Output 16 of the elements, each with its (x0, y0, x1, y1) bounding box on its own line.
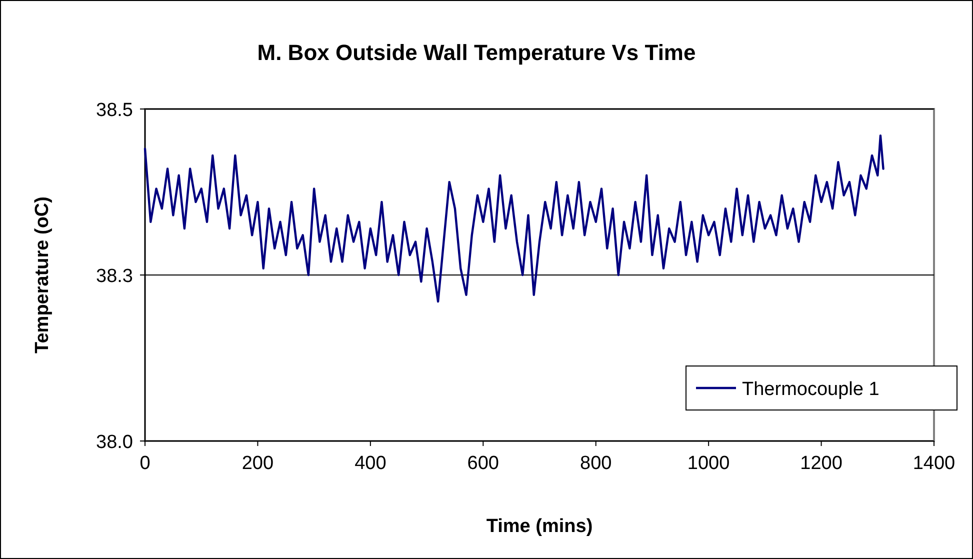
y-axis-title: Temperature (oC) (32, 196, 53, 354)
line-series (144, 134, 884, 303)
x-tick-label: 600 (467, 453, 499, 474)
y-tick-label: 38.0 (96, 432, 133, 453)
x-tick-label: 1200 (800, 453, 842, 474)
legend-label: Thermocouple 1 (742, 379, 880, 400)
x-tick-label: 0 (140, 453, 150, 474)
x-tick-label: 1000 (687, 453, 730, 474)
y-tick-label: 38.5 (96, 100, 133, 121)
x-tick-label: 400 (354, 453, 386, 474)
x-tick-label: 1400 (912, 453, 956, 474)
x-tick-label: 200 (242, 453, 274, 474)
chart-title: M. Box Outside Wall Temperature Vs Time (257, 40, 696, 65)
y-tick-label: 38.3 (96, 266, 133, 287)
x-axis-title: Time (mins) (486, 516, 593, 537)
x-tick-label: 800 (580, 453, 612, 474)
